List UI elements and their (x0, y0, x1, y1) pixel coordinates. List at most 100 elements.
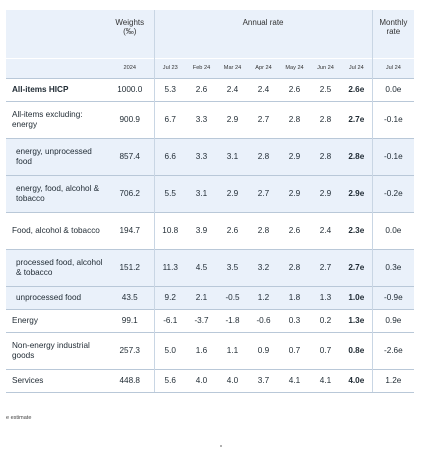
annual-rate-cell: 2.8 (248, 211, 279, 249)
annual-rate-cell: 4.1 (310, 368, 341, 393)
table-row: energy, food, alcohol & tobacco 706.2 5.5 3… (6, 174, 415, 212)
annual-rate-latest-cell: 1.0e (341, 285, 373, 309)
subheader-monthly-period: Jul 24 (371, 57, 415, 78)
table-row: energy, unprocessed food 857.4 6.6 3.3 3.1 2.… (6, 137, 415, 175)
row-label: Services (6, 368, 106, 393)
annual-rate-latest-cell: 2.7e (341, 100, 373, 138)
monthly-rate-cell: -2.6e (371, 331, 415, 369)
table-row: All-items HICP 1000.0 5.3 2.6 2.4 2.4 2.6 2.5 2.… (6, 77, 415, 101)
annual-rate-cell: 2.6 (186, 77, 217, 101)
annual-rate-cell: 5.0 (153, 331, 186, 369)
annual-rate-cell: 4.1 (279, 368, 310, 393)
annual-rate-cell: 2.4 (248, 77, 279, 101)
weight-cell: 900.9 (106, 100, 154, 138)
annual-rate-cell: 3.7 (248, 368, 279, 393)
annual-rate-cell: 2.8 (279, 100, 310, 138)
row-label: processed food, alcohol & tobacco (6, 248, 106, 286)
row-label: energy, unprocessed food (6, 137, 106, 175)
annual-rate-cell: 2.5 (310, 77, 341, 101)
row-label: Energy (6, 308, 106, 332)
annual-rate-cell: 6.7 (153, 100, 186, 138)
annual-rate-cell: 1.8 (279, 285, 310, 309)
annual-rate-cell: 3.9 (186, 211, 217, 249)
annual-rate-cell: 0.9 (248, 331, 279, 369)
annual-rate-cell: 5.6 (153, 368, 186, 393)
monthly-rate-cell: 0.0e (371, 77, 415, 101)
monthly-rate-cell: 1.2e (371, 368, 415, 393)
annual-rate-cell: 9.2 (153, 285, 186, 309)
annual-rate-cell: -6.1 (153, 308, 186, 332)
annual-rate-cell: 3.3 (186, 100, 217, 138)
annual-rate-cell: 3.5 (217, 248, 248, 286)
annual-rate-cell: 3.1 (186, 174, 217, 212)
annual-rate-cell: 6.6 (153, 137, 186, 175)
annual-rate-cell: 1.1 (217, 331, 248, 369)
annual-rate-cell: 3.3 (186, 137, 217, 175)
annual-rate-cell: 3.2 (248, 248, 279, 286)
annual-rate-cell: 2.9 (217, 174, 248, 212)
weight-cell: 448.8 (106, 368, 154, 393)
header-monthly-rate: Monthly rate (371, 10, 415, 58)
subheader-period: Jul 23 (153, 57, 186, 78)
weight-cell: 99.1 (106, 308, 154, 332)
monthly-rate-cell: -0.9e (371, 285, 415, 309)
annual-rate-cell: -0.5 (217, 285, 248, 309)
weight-cell: 151.2 (106, 248, 154, 286)
annual-rate-cell: 1.3 (310, 285, 341, 309)
annual-rate-cell: 2.4 (310, 211, 341, 249)
subheader-period: Jun 24 (310, 57, 341, 78)
annual-rate-latest-cell: 0.8e (341, 331, 373, 369)
annual-rate-cell: 11.3 (153, 248, 186, 286)
table-row: Food, alcohol & tobacco 194.7 10.8 3.9 2.6 2.… (6, 211, 415, 249)
subheader-cell (6, 57, 106, 78)
annual-rate-cell: 4.0 (186, 368, 217, 393)
subheader-period: Jul 24 (341, 57, 373, 78)
annual-rate-latest-cell: 1.3e (341, 308, 373, 332)
annual-rate-cell: 3.1 (217, 137, 248, 175)
row-label: All-items excluding: energy (6, 100, 106, 138)
monthly-rate-cell: -0.1e (371, 100, 415, 138)
monthly-rate-cell: -0.1e (371, 137, 415, 175)
annual-rate-cell: 2.8 (279, 248, 310, 286)
hicp-table-container: Weights (‰) Annual rate Monthly rate 202… (6, 10, 415, 393)
weight-cell: 194.7 (106, 211, 154, 249)
subheader-period: Mar 24 (217, 57, 248, 78)
annual-rate-cell: 0.7 (310, 331, 341, 369)
annual-rate-cell: 2.8 (248, 137, 279, 175)
annual-rate-cell: 2.1 (186, 285, 217, 309)
annual-rate-cell: 10.8 (153, 211, 186, 249)
annual-rate-cell: 5.3 (153, 77, 186, 101)
table-row: All-items excluding: energy 900.9 6.7 3.3 2.… (6, 100, 415, 138)
hicp-table: Weights (‰) Annual rate Monthly rate 202… (6, 10, 415, 393)
header-weights: Weights (‰) (106, 10, 154, 58)
annual-rate-latest-cell: 2.9e (341, 174, 373, 212)
subheader-period: Apr 24 (248, 57, 279, 78)
annual-rate-cell: 1.6 (186, 331, 217, 369)
weight-cell: 257.3 (106, 331, 154, 369)
row-label: All-items HICP (6, 77, 106, 101)
annual-rate-cell: 2.6 (279, 211, 310, 249)
monthly-rate-cell: 0.0e (371, 211, 415, 249)
annual-rate-cell: 1.2 (248, 285, 279, 309)
annual-rate-cell: 0.2 (310, 308, 341, 332)
table-row: Non-energy industrial goods 257.3 5.0 1.6 1.… (6, 331, 415, 369)
annual-rate-cell: 5.5 (153, 174, 186, 212)
weight-cell: 857.4 (106, 137, 154, 175)
table-row: Energy 99.1 -6.1 -3.7 -1.8 -0.6 0.3 0.2 1.3e 0.9e (6, 308, 415, 332)
monthly-rate-cell: 0.3e (371, 248, 415, 286)
annual-rate-cell: -0.6 (248, 308, 279, 332)
annual-rate-cell: 2.7 (248, 100, 279, 138)
annual-rate-cell: 2.7 (248, 174, 279, 212)
weight-cell: 1000.0 (106, 77, 154, 101)
weight-cell: 43.5 (106, 285, 154, 309)
annual-rate-cell: 2.6 (217, 211, 248, 249)
annual-rate-cell: 4.5 (186, 248, 217, 286)
subheader-period: May 24 (279, 57, 310, 78)
annual-rate-cell: 2.8 (310, 137, 341, 175)
annual-rate-cell: 2.9 (310, 174, 341, 212)
table-row: processed food, alcohol & tobacco 151.2 11… (6, 248, 415, 286)
annual-rate-cell: 2.6 (279, 77, 310, 101)
row-label: unprocessed food (6, 285, 106, 309)
annual-rate-cell: 2.9 (279, 174, 310, 212)
annual-rate-cell: 4.0 (217, 368, 248, 393)
